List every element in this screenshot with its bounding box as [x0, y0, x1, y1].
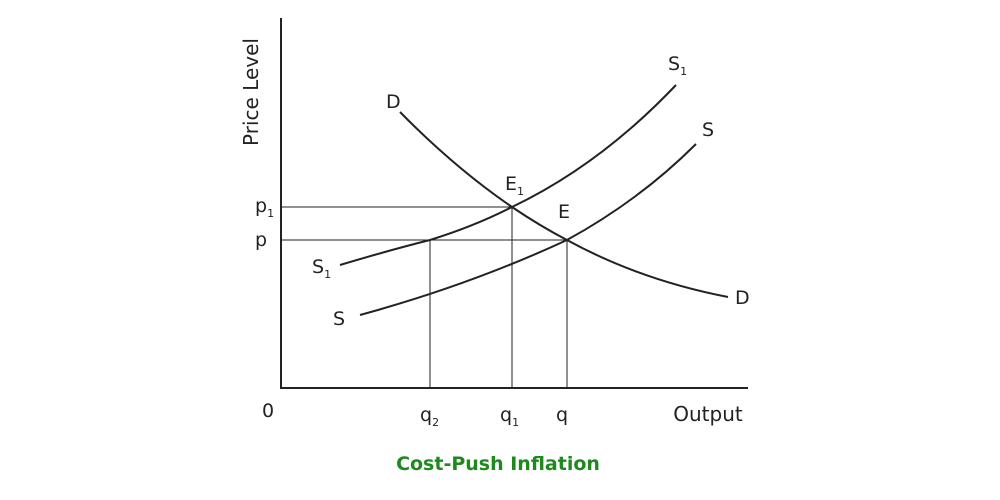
- supply-curve: [359, 143, 697, 316]
- label-text: D: [386, 91, 401, 113]
- curve-label: S1: [668, 53, 687, 78]
- label-text: q: [556, 404, 568, 426]
- label-text: p: [255, 229, 267, 251]
- y-tick-label: p: [255, 229, 267, 251]
- point-label: E1: [505, 173, 524, 198]
- label-text: S: [333, 308, 345, 330]
- x-tick-label: q: [556, 404, 568, 426]
- label-text: S: [668, 53, 680, 75]
- label-text: S: [702, 119, 714, 141]
- label-subscript: 1: [680, 65, 687, 78]
- label-text: E: [558, 201, 570, 223]
- label-text: q: [500, 404, 512, 426]
- label-text: q: [420, 404, 432, 426]
- y-axis-label: Price Level: [239, 38, 263, 146]
- label-subscript: 1: [512, 416, 519, 429]
- x-tick-label: q2: [420, 404, 439, 429]
- label-text: E: [505, 173, 517, 195]
- label-text: p: [255, 195, 267, 217]
- y-tick-label: p1: [255, 195, 274, 220]
- x-axis-label: Output: [673, 402, 743, 426]
- curve-label: S1: [312, 256, 331, 281]
- label-subscript: 1: [267, 207, 274, 220]
- label-subscript: 1: [324, 268, 331, 281]
- point-label: E: [558, 201, 570, 223]
- label-subscript: 2: [432, 416, 439, 429]
- label-text: S: [312, 256, 324, 278]
- label-text: D: [735, 287, 750, 309]
- supply-curve-shifted: [339, 84, 677, 266]
- demand-curve: [399, 111, 729, 298]
- curve-label: S: [333, 308, 345, 330]
- caption: Cost-Push Inflation: [396, 453, 600, 475]
- curve-label: D: [735, 287, 750, 309]
- x-tick-label: q1: [500, 404, 519, 429]
- label-subscript: 1: [517, 185, 524, 198]
- curve-label: D: [386, 91, 401, 113]
- curve-label: S: [702, 119, 714, 141]
- origin-label: 0: [262, 400, 274, 422]
